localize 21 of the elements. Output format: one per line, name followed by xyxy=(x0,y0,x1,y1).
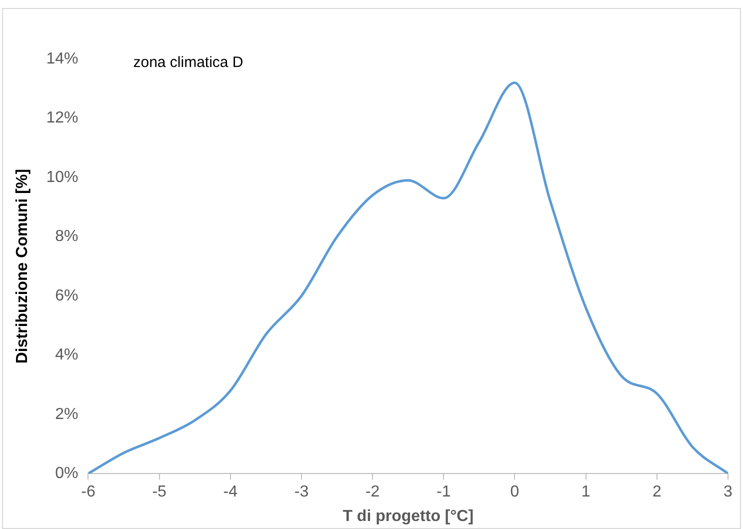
x-tick-label: 2 xyxy=(652,484,662,501)
x-tick-label: -4 xyxy=(223,484,238,501)
x-tick-label: 0 xyxy=(510,484,520,501)
y-tick-label: 10% xyxy=(46,168,78,186)
x-tick-label: -1 xyxy=(436,484,451,501)
x-tick-label: -2 xyxy=(365,484,380,501)
y-tick-label: 8% xyxy=(55,228,78,246)
x-tick-label: -6 xyxy=(81,484,96,501)
annotation: zona climatica D xyxy=(133,54,244,72)
y-tick-label: 2% xyxy=(55,406,78,423)
x-tick-label: 3 xyxy=(724,484,733,501)
y-tick-label: 14% xyxy=(46,50,78,68)
x-tick-label: 1 xyxy=(581,484,590,501)
y-tick-label: 6% xyxy=(55,287,78,304)
y-tick-label: 0% xyxy=(55,465,78,482)
x-tick-label: -5 xyxy=(152,484,167,501)
y-tick-label: 12% xyxy=(46,110,78,127)
x-tick-label: -3 xyxy=(294,484,309,501)
y-axis-title: Distribuzione Comuni [%] xyxy=(14,168,32,364)
x-axis-title: T di progetto [°C] xyxy=(342,508,474,525)
y-tick-label: 4% xyxy=(55,346,78,364)
